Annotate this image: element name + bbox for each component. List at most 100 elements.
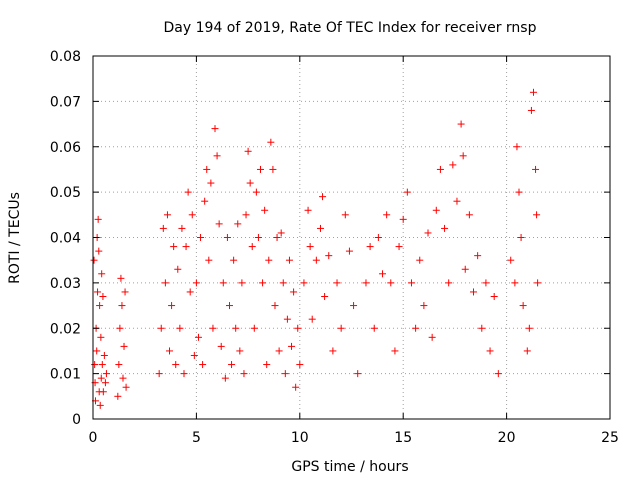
data-point bbox=[217, 342, 225, 350]
data-point bbox=[277, 229, 285, 237]
y-axis-label: ROTI / TECUs bbox=[7, 192, 23, 284]
y-tick-labels: 0 0.01 0.02 0.03 0.04 0.05 0.06 0.07 0.08 bbox=[50, 49, 81, 428]
data-point bbox=[170, 243, 178, 251]
data-point bbox=[155, 370, 163, 378]
data-point bbox=[257, 165, 265, 173]
data-point bbox=[333, 279, 341, 287]
data-point bbox=[449, 161, 457, 169]
y-tick-label: 0.07 bbox=[50, 94, 81, 110]
data-point bbox=[294, 324, 302, 332]
data-point bbox=[119, 374, 127, 382]
data-point bbox=[91, 361, 99, 369]
data-point bbox=[374, 234, 382, 241]
data-point bbox=[283, 315, 291, 323]
y-tick-label: 0 bbox=[72, 412, 81, 428]
x-tick-label: 25 bbox=[601, 430, 619, 446]
data-point bbox=[180, 370, 188, 378]
data-point bbox=[98, 361, 106, 369]
data-point bbox=[161, 279, 169, 287]
data-point bbox=[300, 279, 308, 287]
data-point bbox=[370, 324, 378, 332]
x-tick-label: 15 bbox=[394, 430, 412, 446]
data-point bbox=[182, 243, 190, 251]
data-point bbox=[474, 252, 482, 260]
data-point bbox=[199, 361, 207, 369]
data-point bbox=[269, 165, 277, 173]
data-point bbox=[494, 370, 502, 378]
chart-title: Day 194 of 2019, Rate Of TEC Index for r… bbox=[164, 20, 537, 36]
data-point bbox=[383, 211, 391, 219]
y-tick-label: 0.03 bbox=[50, 276, 81, 292]
data-point bbox=[319, 193, 327, 201]
data-point bbox=[221, 374, 229, 382]
data-point bbox=[403, 188, 411, 196]
data-point bbox=[345, 247, 353, 255]
data-point bbox=[453, 197, 461, 205]
data-point bbox=[461, 265, 469, 273]
data-point bbox=[228, 361, 236, 369]
data-point bbox=[174, 265, 182, 273]
data-point bbox=[176, 324, 184, 332]
data-point bbox=[292, 383, 300, 391]
data-point bbox=[194, 333, 202, 341]
data-point bbox=[354, 370, 362, 378]
data-point bbox=[230, 256, 238, 264]
data-point bbox=[97, 374, 105, 382]
data-point bbox=[254, 234, 262, 241]
data-point bbox=[465, 211, 473, 219]
data-point bbox=[236, 347, 244, 355]
data-point bbox=[178, 224, 186, 232]
data-point bbox=[115, 361, 123, 369]
data-point bbox=[267, 138, 275, 146]
data-point bbox=[273, 234, 281, 241]
data-point bbox=[436, 165, 444, 173]
data-point bbox=[457, 120, 465, 128]
data-point bbox=[325, 252, 333, 260]
data-point bbox=[445, 279, 453, 287]
data-point bbox=[304, 206, 312, 214]
data-point bbox=[94, 215, 102, 223]
data-point bbox=[159, 224, 167, 232]
data-point bbox=[263, 361, 271, 369]
data-point bbox=[387, 279, 395, 287]
data-point bbox=[121, 288, 129, 296]
data-point bbox=[203, 165, 211, 173]
data-point bbox=[529, 88, 537, 96]
data-point bbox=[399, 215, 407, 223]
data-point bbox=[223, 234, 231, 241]
data-point bbox=[362, 279, 370, 287]
data-point bbox=[513, 143, 521, 151]
data-point bbox=[114, 392, 122, 400]
data-point bbox=[100, 351, 108, 359]
data-point bbox=[95, 247, 103, 255]
data-point bbox=[122, 383, 130, 391]
data-point bbox=[201, 197, 209, 205]
data-point bbox=[97, 333, 105, 341]
data-point bbox=[120, 342, 128, 350]
data-point bbox=[246, 179, 254, 187]
y-tick-label: 0.06 bbox=[50, 140, 81, 156]
data-point bbox=[186, 288, 194, 296]
data-point bbox=[101, 379, 109, 387]
data-point bbox=[259, 279, 267, 287]
data-point bbox=[441, 224, 449, 232]
y-tick-label: 0.04 bbox=[50, 231, 81, 247]
data-point bbox=[290, 288, 298, 296]
data-point bbox=[395, 243, 403, 251]
data-point bbox=[281, 370, 289, 378]
data-point bbox=[213, 152, 221, 160]
data-point bbox=[532, 165, 540, 173]
data-point bbox=[94, 288, 102, 296]
data-point bbox=[234, 220, 242, 228]
data-point bbox=[205, 256, 213, 264]
data-point bbox=[523, 347, 531, 355]
data-point bbox=[244, 147, 252, 155]
data-point bbox=[432, 206, 440, 214]
data-point bbox=[98, 270, 106, 278]
data-point bbox=[511, 279, 519, 287]
data-point bbox=[407, 279, 415, 287]
data-point bbox=[168, 302, 176, 310]
data-point bbox=[215, 220, 223, 228]
data-point bbox=[96, 302, 104, 310]
x-tick-label: 5 bbox=[192, 430, 201, 446]
